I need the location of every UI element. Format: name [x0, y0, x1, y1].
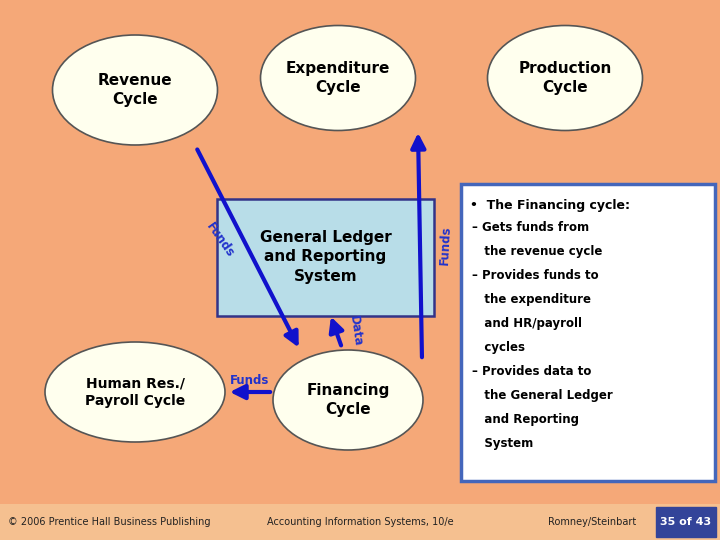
- Text: Funds: Funds: [203, 221, 237, 260]
- FancyBboxPatch shape: [217, 199, 434, 315]
- Text: Accounting Information Systems, 10/e: Accounting Information Systems, 10/e: [266, 517, 454, 527]
- Text: General Ledger
and Reporting
System: General Ledger and Reporting System: [260, 230, 392, 284]
- Ellipse shape: [45, 342, 225, 442]
- Ellipse shape: [487, 25, 642, 131]
- Text: Funds: Funds: [438, 225, 453, 265]
- FancyBboxPatch shape: [0, 504, 720, 540]
- Text: Funds: Funds: [230, 374, 270, 387]
- Text: Expenditure
Cycle: Expenditure Cycle: [286, 61, 390, 95]
- Ellipse shape: [53, 35, 217, 145]
- Text: – Provides data to: – Provides data to: [472, 365, 591, 378]
- Text: – Provides funds to: – Provides funds to: [472, 269, 598, 282]
- FancyBboxPatch shape: [656, 507, 716, 537]
- Text: the expenditure: the expenditure: [472, 293, 591, 306]
- Text: the General Ledger: the General Ledger: [472, 389, 613, 402]
- Text: Revenue
Cycle: Revenue Cycle: [98, 73, 172, 107]
- Text: Production
Cycle: Production Cycle: [518, 61, 612, 95]
- FancyBboxPatch shape: [461, 184, 715, 481]
- Text: © 2006 Prentice Hall Business Publishing: © 2006 Prentice Hall Business Publishing: [8, 517, 210, 527]
- Ellipse shape: [261, 25, 415, 131]
- Text: the revenue cycle: the revenue cycle: [472, 245, 603, 258]
- Text: System: System: [472, 437, 534, 450]
- Text: •  The Financing cycle:: • The Financing cycle:: [470, 199, 630, 212]
- Text: Romney/Steinbart: Romney/Steinbart: [548, 517, 636, 527]
- Text: Financing
Cycle: Financing Cycle: [306, 383, 390, 417]
- Ellipse shape: [273, 350, 423, 450]
- Text: – Gets funds from: – Gets funds from: [472, 221, 589, 234]
- Text: Human Res./
Payroll Cycle: Human Res./ Payroll Cycle: [85, 376, 185, 408]
- Text: and HR/payroll: and HR/payroll: [472, 317, 582, 330]
- Text: 35 of 43: 35 of 43: [660, 517, 711, 527]
- Text: Data: Data: [347, 315, 364, 347]
- Text: and Reporting: and Reporting: [472, 413, 579, 426]
- Text: cycles: cycles: [472, 341, 525, 354]
